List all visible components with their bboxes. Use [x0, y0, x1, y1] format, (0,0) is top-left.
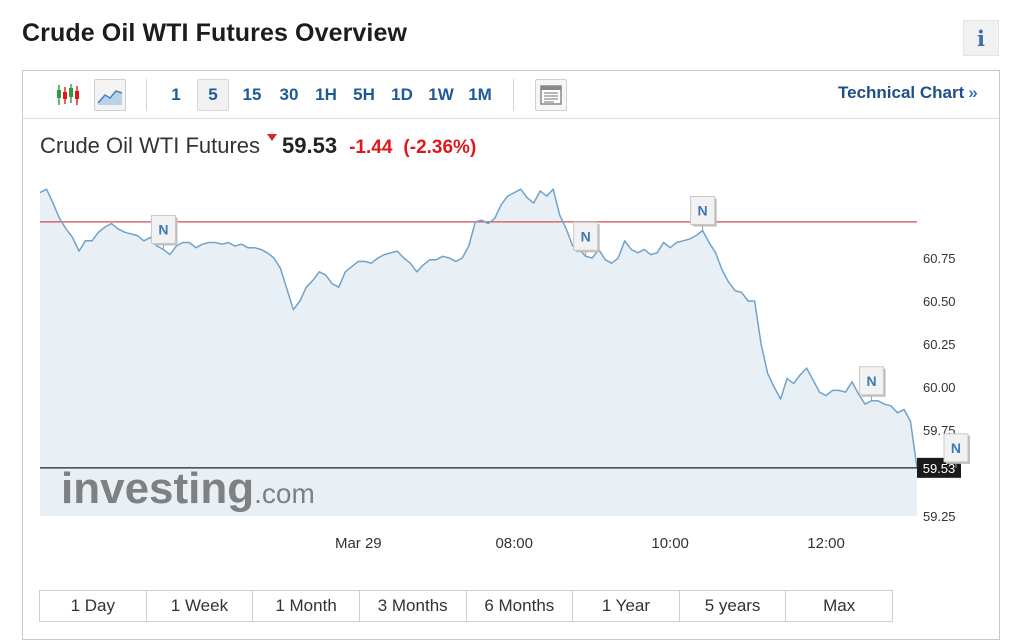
- area-chart-icon[interactable]: [94, 79, 126, 111]
- toolbar-separator: [513, 79, 514, 111]
- timeframe-1d[interactable]: 1D: [391, 85, 413, 104]
- price-area-fill: [40, 189, 917, 516]
- timeframe-5h[interactable]: 5H: [353, 85, 375, 104]
- instrument-name: Crude Oil WTI Futures: [40, 133, 261, 158]
- y-tick-label: 60.00: [923, 380, 956, 395]
- range-6-months[interactable]: 6 Months: [466, 591, 574, 621]
- news-marker-label: N: [581, 228, 591, 244]
- last-price-tag-label: 59.53: [923, 461, 956, 476]
- y-tick-label: 60.25: [923, 337, 956, 352]
- candlestick-chart-icon[interactable]: [51, 79, 83, 111]
- x-tick-label: Mar 29: [335, 535, 382, 552]
- table-view-icon[interactable]: [535, 79, 567, 111]
- y-tick-label: 60.75: [923, 251, 956, 266]
- news-marker[interactable]: [943, 433, 969, 463]
- y-tick-label: 60.50: [923, 294, 956, 309]
- price-change: -1.44: [349, 137, 393, 158]
- last-price: 59.53: [282, 133, 338, 158]
- range-1-week[interactable]: 1 Week: [146, 591, 254, 621]
- range-1-month[interactable]: 1 Month: [253, 591, 360, 621]
- investing-watermark: investing.com: [61, 464, 315, 513]
- timeframe-1[interactable]: 1: [171, 85, 181, 104]
- chart-widget: 1 5 15 30 1H 5H 1D 1W 1M Technical Chart…: [22, 70, 1000, 640]
- news-marker-label: N: [951, 440, 961, 456]
- technical-chart-label: Technical Chart: [838, 83, 965, 102]
- range-3-months[interactable]: 3 Months: [359, 591, 467, 621]
- y-tick-label: 59.25: [923, 509, 956, 524]
- price-chart[interactable]: investing.com 59.53 60.75 60.50 60.25 60.00 59…: [23, 71, 999, 591]
- range-1-day[interactable]: 1 Day: [40, 591, 147, 621]
- range-max[interactable]: Max: [786, 591, 892, 621]
- news-marker-label: N: [866, 373, 876, 389]
- timeframe-30[interactable]: 30: [279, 85, 299, 104]
- news-marker[interactable]: [690, 195, 716, 225]
- price-line: [39, 188, 918, 468]
- page-title: Crude Oil WTI Futures Overview: [22, 19, 408, 47]
- chart-toolbar: 1 5 15 30 1H 5H 1D 1W 1M Technical Chart…: [23, 71, 999, 119]
- news-marker[interactable]: [150, 214, 176, 244]
- news-marker[interactable]: [859, 366, 885, 396]
- toolbar-separator: [146, 79, 147, 111]
- timeframe-1m[interactable]: 1M: [468, 85, 492, 104]
- down-arrow-icon: [267, 134, 278, 141]
- timeframe-1w[interactable]: 1W: [428, 85, 454, 104]
- range-5-years[interactable]: 5 years: [679, 591, 787, 621]
- timeframe-15[interactable]: 15: [242, 85, 262, 104]
- price-change-percent: (-2.36%): [403, 137, 477, 158]
- x-tick-label: 08:00: [495, 535, 533, 552]
- range-1-year[interactable]: 1 Year: [573, 591, 680, 621]
- x-tick-label: 10:00: [651, 535, 689, 552]
- info-button[interactable]: i: [963, 20, 999, 56]
- x-tick-label: 12:00: [807, 535, 845, 552]
- technical-chart-link[interactable]: Technical Chart»: [838, 83, 978, 103]
- time-range-selector: 1 Day 1 Week 1 Month 3 Months 6 Months 1…: [39, 590, 893, 622]
- news-marker-label: N: [698, 202, 708, 218]
- news-marker[interactable]: [573, 221, 599, 251]
- news-marker-label: N: [158, 221, 168, 237]
- double-chevron-right-icon: »: [968, 83, 978, 102]
- timeframe-5[interactable]: 5: [197, 79, 229, 111]
- quote-header: Crude Oil WTI Futures 59.53 -1.44 (-2.36%): [40, 133, 476, 159]
- timeframe-1h[interactable]: 1H: [315, 85, 337, 104]
